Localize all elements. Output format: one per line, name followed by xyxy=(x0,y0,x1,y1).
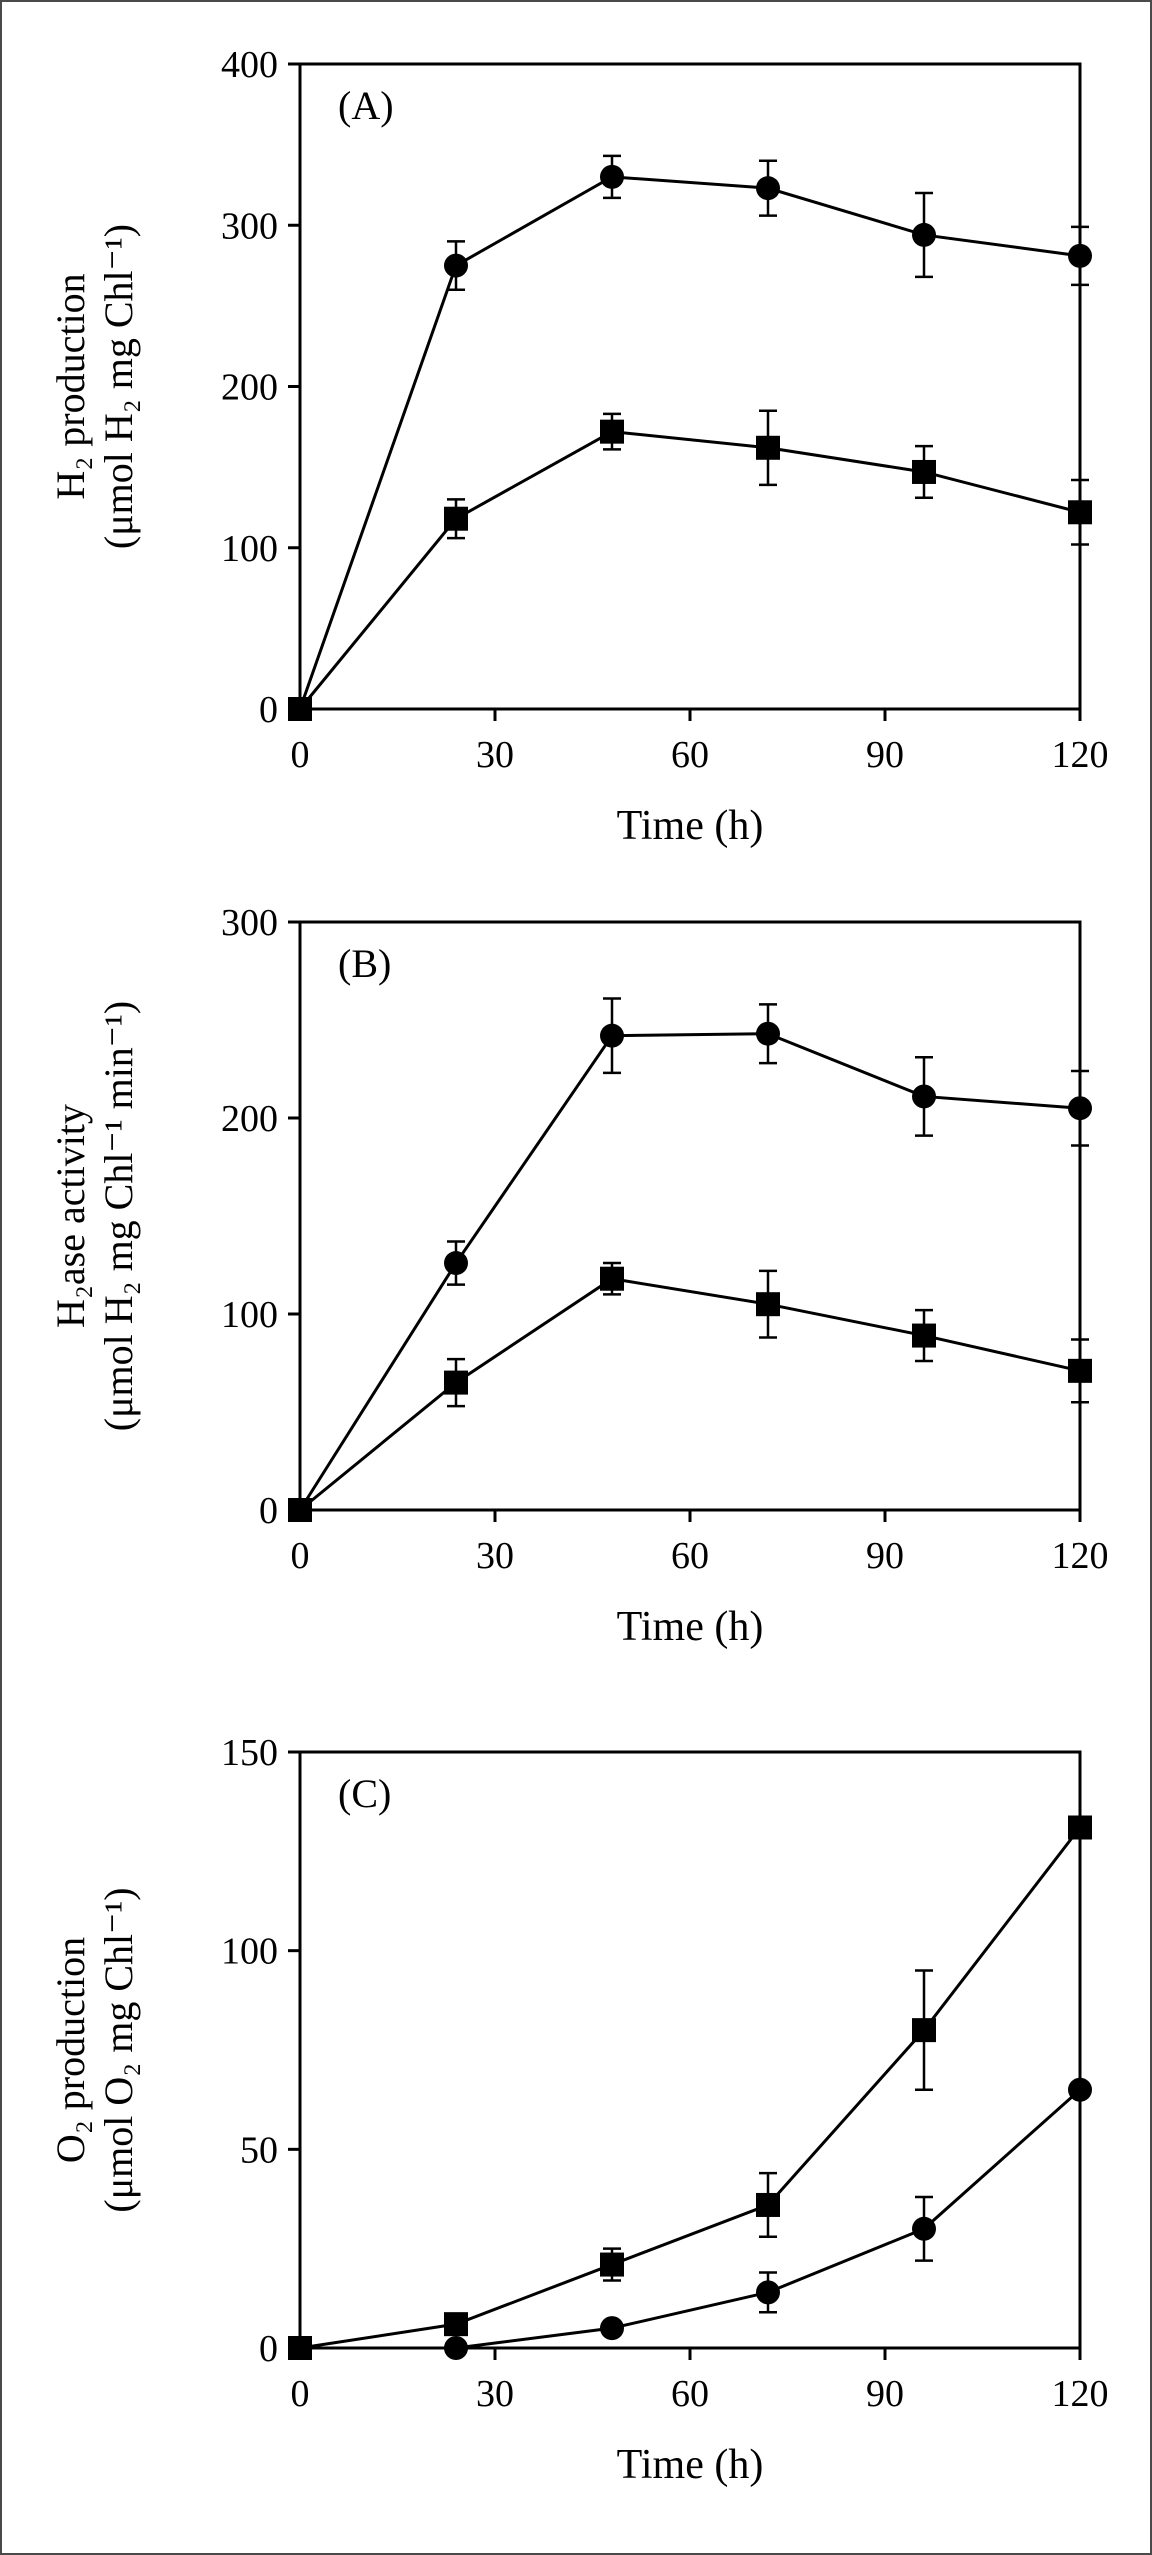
x-tick-label: 30 xyxy=(476,2373,514,2415)
x-axis-title: Time (h) xyxy=(617,2442,764,2488)
series-circle xyxy=(288,2077,1092,2360)
panel-label: (B) xyxy=(338,941,391,986)
series-line xyxy=(299,1826,1082,2350)
plot-frame xyxy=(298,920,1082,1512)
data-point-square xyxy=(288,697,312,721)
x-tick-label: 60 xyxy=(671,1535,709,1577)
x-axis-title: Time (h) xyxy=(617,1604,764,1650)
x-tick-label: 0 xyxy=(291,734,310,776)
y-tick-label: 300 xyxy=(221,205,278,247)
panel-label: (A) xyxy=(338,83,394,128)
series-line xyxy=(298,1032,1081,1511)
data-point-circle xyxy=(756,176,780,201)
data-point-circle xyxy=(1068,2077,1092,2102)
panel-a: 0 100 200 300 400 0 30 60 90 120 Time (h) H₂ produc… xyxy=(48,44,1109,849)
series-line xyxy=(298,175,1081,710)
x-tick-label: 120 xyxy=(1052,2373,1109,2415)
x-tick-label: 60 xyxy=(671,734,709,776)
series-square xyxy=(288,1261,1092,1522)
plot-frame xyxy=(298,62,1082,711)
data-point-square xyxy=(600,2252,624,2277)
y-tick-label: 150 xyxy=(221,1732,278,1774)
data-point-circle xyxy=(600,164,624,189)
y-tick-label: 400 xyxy=(221,44,278,86)
data-point-square xyxy=(912,1323,936,1348)
data-point-square xyxy=(756,2192,780,2217)
data-point-circle xyxy=(756,1021,780,1046)
series-circle xyxy=(288,997,1092,1522)
data-point-circle xyxy=(600,2316,624,2341)
data-point-circle xyxy=(1068,1096,1092,1121)
x-tick-label: 90 xyxy=(866,2373,904,2415)
series-square xyxy=(288,1815,1092,2360)
y-tick-label: 300 xyxy=(221,902,278,944)
data-point-circle xyxy=(444,253,468,278)
x-tick-label: 120 xyxy=(1052,734,1109,776)
y-axis-title-line1: H₂ production xyxy=(48,273,93,499)
data-point-square xyxy=(912,459,936,484)
data-point-square xyxy=(288,2336,312,2360)
panel-label: (C) xyxy=(338,1771,391,1816)
data-point-square xyxy=(1068,1358,1092,1383)
y-tick-label: 100 xyxy=(221,1294,278,1336)
data-point-square xyxy=(444,506,468,531)
y-tick-label: 0 xyxy=(259,2328,278,2370)
series-line xyxy=(298,430,1081,710)
x-tick-label: 0 xyxy=(291,1535,310,1577)
y-tick-label: 0 xyxy=(259,689,278,731)
x-tick-label: 30 xyxy=(476,734,514,776)
data-point-square xyxy=(1068,1815,1092,1840)
y-tick-label: 50 xyxy=(240,2129,278,2171)
x-tick-label: 90 xyxy=(866,734,904,776)
y-tick-label: 200 xyxy=(221,1098,278,1140)
data-point-square xyxy=(600,1266,624,1291)
y-axis-title-line1: H₂ase activity xyxy=(48,1104,93,1328)
data-point-circle xyxy=(444,2336,468,2360)
y-axis-title-line2: (μmol H₂ mg Chl⁻¹ min⁻¹) xyxy=(96,1001,141,1432)
data-point-square xyxy=(444,1370,468,1395)
y-tick-label: 200 xyxy=(221,367,278,409)
data-point-square xyxy=(912,2018,936,2043)
y-axis-title-line2: (μmol O₂ mg Chl⁻¹) xyxy=(96,1887,141,2212)
data-point-square xyxy=(756,1292,780,1317)
x-tick-label: 0 xyxy=(291,2373,310,2415)
data-point-square xyxy=(600,419,624,444)
data-point-circle xyxy=(756,2280,780,2305)
x-tick-label: 60 xyxy=(671,2373,709,2415)
y-tick-label: 0 xyxy=(259,1490,278,1532)
y-axis-title-line2: (μmol H₂ mg Chl⁻¹) xyxy=(96,224,141,549)
plot-frame xyxy=(298,1750,1082,2350)
data-point-circle xyxy=(912,222,936,247)
data-point-square xyxy=(756,435,780,460)
x-tick-label: 30 xyxy=(476,1535,514,1577)
series-line xyxy=(300,2088,1081,2350)
data-point-square xyxy=(444,2312,468,2337)
y-axis-title-line1: O₂ production xyxy=(48,1937,93,2163)
series-line xyxy=(299,1277,1081,1512)
x-tick-label: 90 xyxy=(866,1535,904,1577)
panel-c: 0 50 100 150 0 30 60 90 120 Time (h) O₂ production… xyxy=(48,1732,1109,2488)
data-point-circle xyxy=(912,1084,936,1109)
data-point-square xyxy=(1068,500,1092,525)
x-tick-label: 120 xyxy=(1052,1535,1109,1577)
data-point-square xyxy=(288,1498,312,1522)
data-point-circle xyxy=(1068,243,1092,268)
y-tick-label: 100 xyxy=(221,528,278,570)
x-axis-title: Time (h) xyxy=(617,803,764,849)
data-point-circle xyxy=(912,2216,936,2241)
y-tick-label: 100 xyxy=(221,1931,278,1973)
data-point-circle xyxy=(600,1023,624,1048)
panel-b: 0 100 200 300 0 30 60 90 120 Time (h) H₂ase activi… xyxy=(48,902,1109,1650)
data-point-circle xyxy=(444,1251,468,1276)
series-square xyxy=(288,409,1092,721)
